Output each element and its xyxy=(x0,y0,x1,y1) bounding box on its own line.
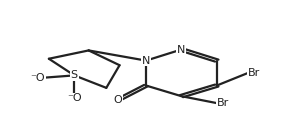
Text: ⁻O: ⁻O xyxy=(67,93,82,103)
Text: ⁻O: ⁻O xyxy=(30,73,45,83)
Text: N: N xyxy=(142,56,150,66)
Text: S: S xyxy=(71,70,78,80)
Text: N: N xyxy=(177,45,186,54)
Text: Br: Br xyxy=(217,98,229,108)
Text: Br: Br xyxy=(248,68,260,78)
Text: O: O xyxy=(113,95,122,105)
